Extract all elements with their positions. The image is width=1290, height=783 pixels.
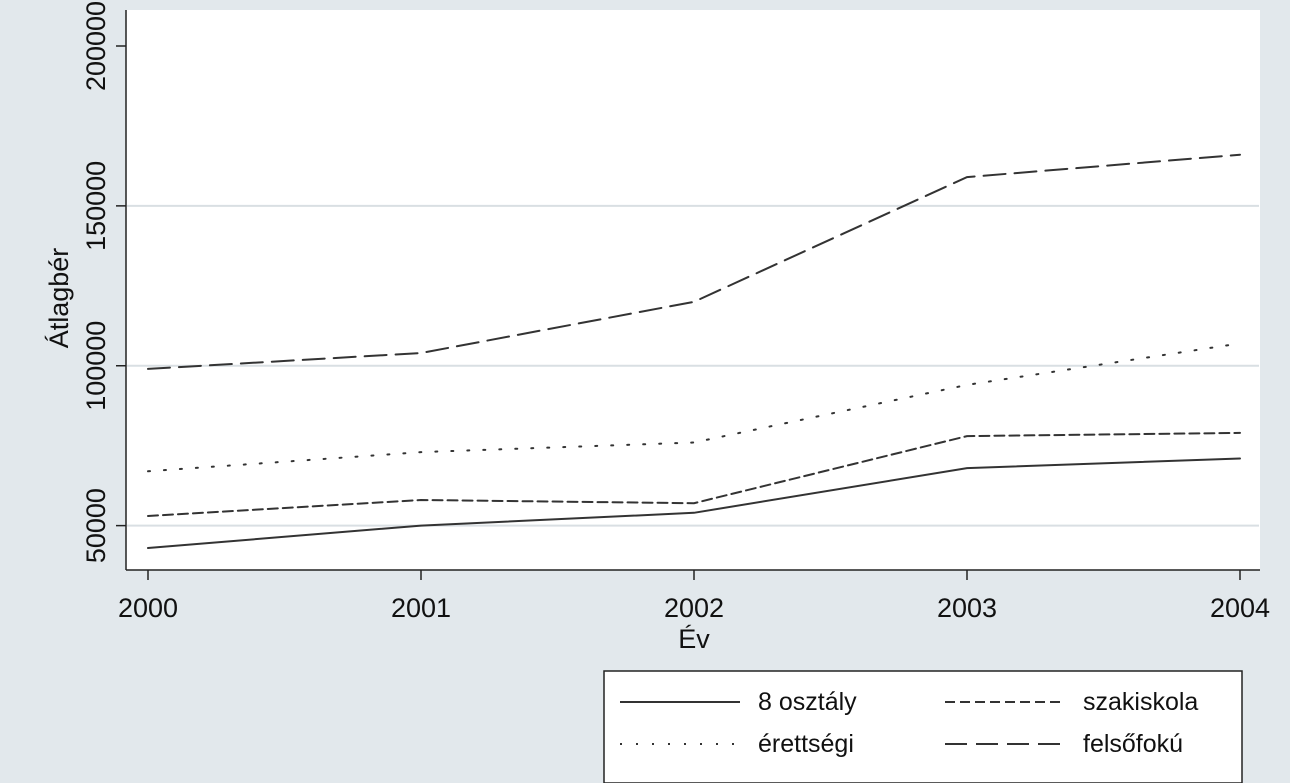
series-line-dashed xyxy=(147,431,1241,517)
legend-box xyxy=(603,670,1243,783)
legend: 8 osztály szakiskola érettségi felsőfokú xyxy=(603,670,1243,783)
y-tick-label: 200000 xyxy=(81,1,111,91)
x-tick-label: 2003 xyxy=(937,593,997,623)
x-tick-label: 2000 xyxy=(118,593,178,623)
x-ticks: 2000 2001 2002 2003 2004 xyxy=(118,570,1270,623)
legend-label: felsőfokú xyxy=(1083,730,1183,758)
series-line-solid xyxy=(147,457,1241,549)
x-tick-label: 2004 xyxy=(1210,593,1270,623)
legend-label: szakiskola xyxy=(1083,688,1198,716)
x-axis-label: Év xyxy=(678,624,710,654)
x-tick-label: 2002 xyxy=(664,593,724,623)
y-tick-label: 100000 xyxy=(81,321,111,411)
y-tick-label: 150000 xyxy=(81,161,111,251)
y-tick-label: 50000 xyxy=(81,488,111,563)
series-line-longdash xyxy=(147,153,1241,370)
gridlines xyxy=(127,204,1259,527)
legend-label: érettségi xyxy=(758,730,854,758)
y-ticks: 50000 100000 150000 200000 xyxy=(81,1,126,563)
plot-area xyxy=(126,10,1260,570)
legend-label: 8 osztály xyxy=(758,688,857,716)
series-lines xyxy=(147,153,1241,549)
x-tick-label: 2001 xyxy=(391,593,451,623)
series-line-dotted xyxy=(147,342,1241,473)
y-axis-label: Átlagbér xyxy=(44,248,74,349)
